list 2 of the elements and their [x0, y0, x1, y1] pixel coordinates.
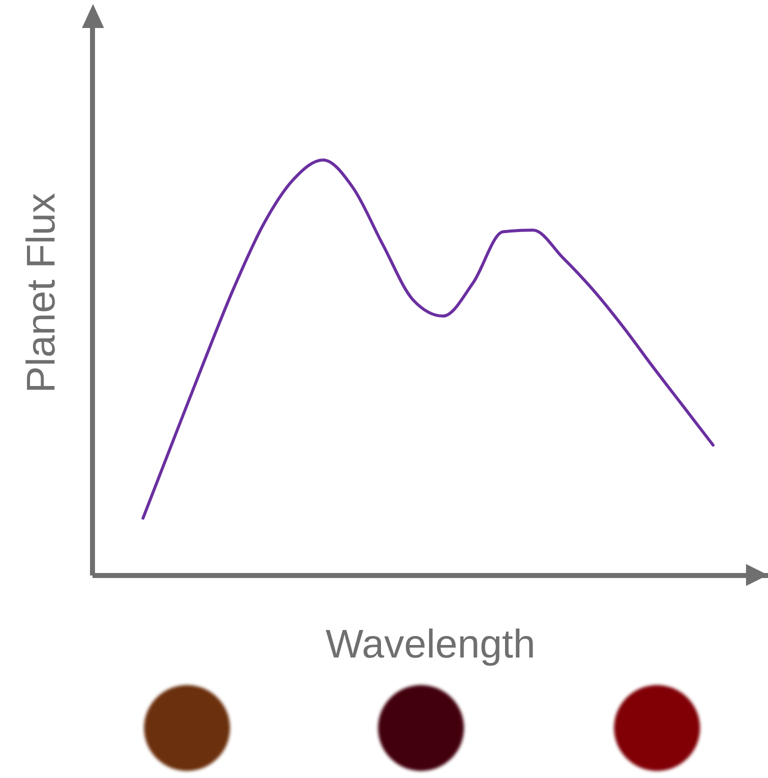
x-axis-title: Wavelength	[326, 622, 536, 666]
y-axis-title: Planet Flux	[20, 192, 64, 394]
